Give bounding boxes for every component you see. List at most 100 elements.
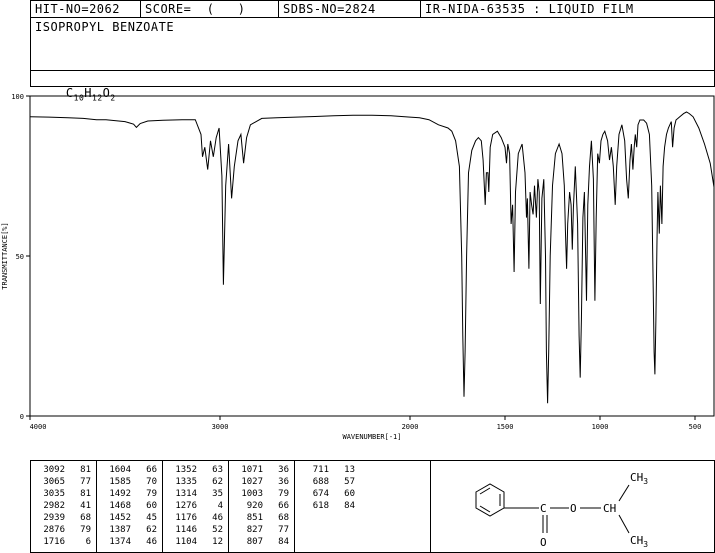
- peak-transmittance: 79: [278, 489, 289, 499]
- bond-ch-ch3-bottom: [618, 514, 630, 534]
- peak-transmittance: 46: [146, 537, 157, 547]
- sdbs-number: SDBS-NO=2824: [279, 1, 421, 18]
- peak-column: 1352 63 1335 62 1314 35 1276 4 1176 46 1146 52 1104 1…: [163, 461, 229, 553]
- benzene-ring: [475, 483, 505, 517]
- peak-transmittance: 79: [146, 489, 157, 499]
- peak-wavenumber: 711: [312, 465, 329, 475]
- peak-transmittance: 70: [146, 477, 157, 487]
- peak-transmittance: 36: [278, 477, 289, 487]
- x-tick-label: 500: [689, 423, 702, 431]
- molecular-formula: C10H12O2: [65, 86, 116, 103]
- peak-wavenumber: 2939: [43, 513, 65, 523]
- score-field: SCORE= ( ): [141, 1, 279, 18]
- carbonyl-oxygen: O: [540, 536, 547, 549]
- y-tick-label: 0: [20, 413, 24, 421]
- peak-wavenumber: 1276: [175, 501, 197, 511]
- peak-wavenumber: 827: [246, 525, 263, 535]
- peak-column: 3092 81 3065 77 3035 81 2982 41 2939 68 2876 79 1716…: [31, 461, 97, 553]
- peak-transmittance: 45: [146, 513, 157, 523]
- ester-oxygen: O: [570, 502, 577, 515]
- peak-wavenumber: 1374: [109, 537, 131, 547]
- peak-column: 1604 66 1585 70 1492 79 1468 60 1452 45 1387 62 1374…: [97, 461, 163, 553]
- peak-wavenumber: 807: [246, 537, 263, 547]
- peak-wavenumber: 1604: [109, 465, 131, 475]
- peak-transmittance: 4: [217, 501, 223, 511]
- peak-transmittance: 6: [85, 537, 91, 547]
- carbonyl-carbon: C: [540, 502, 547, 515]
- peak-wavenumber: 1716: [43, 537, 65, 547]
- x-tick-label: 2000: [402, 423, 419, 431]
- peak-transmittance: 68: [80, 513, 91, 523]
- peak-transmittance: 12: [212, 537, 223, 547]
- ir-spectrum-chart: 0 50 100 4000 3000 2000 1500 1000 500 WAVENUMBE…: [1, 93, 715, 441]
- peak-wavenumber: 2876: [43, 525, 65, 535]
- x-tick-label: 4000: [30, 423, 47, 431]
- peak-transmittance: 52: [212, 525, 223, 535]
- peak-transmittance: 60: [344, 489, 355, 499]
- structure-diagram: C O CH CH3 CH3 O: [475, 471, 648, 549]
- peak-wavenumber: 688: [312, 477, 329, 487]
- peak-table: 3092 81 3065 77 3035 81 2982 41 2939 68 2876 79 1716…: [30, 460, 715, 553]
- y-tick-label: 100: [11, 93, 24, 101]
- peak-transmittance: 63: [212, 465, 223, 475]
- peak-wavenumber: 1071: [241, 465, 263, 475]
- peak-wavenumber: 1314: [175, 489, 197, 499]
- peak-transmittance: 66: [146, 465, 157, 475]
- peak-transmittance: 41: [80, 501, 91, 511]
- peak-column: 711 13 688 57 674 60 618 84: [295, 461, 431, 553]
- peak-transmittance: 77: [278, 525, 289, 535]
- peak-wavenumber: 1585: [109, 477, 131, 487]
- y-axis-label: TRANSMITTANCE[%]: [1, 222, 9, 289]
- peak-wavenumber: 3065: [43, 477, 65, 487]
- peak-transmittance: 35: [212, 489, 223, 499]
- peak-wavenumber: 1335: [175, 477, 197, 487]
- x-tick-label: 3000: [212, 423, 229, 431]
- methine-ch: CH: [603, 502, 616, 515]
- peak-wavenumber: 920: [246, 501, 263, 511]
- peak-transmittance: 77: [80, 477, 91, 487]
- peak-wavenumber: 1492: [109, 489, 131, 499]
- peak-transmittance: 60: [146, 501, 157, 511]
- peak-transmittance: 79: [80, 525, 91, 535]
- peak-transmittance: 84: [278, 537, 289, 547]
- peak-transmittance: 13: [344, 465, 355, 475]
- compound-name: ISOPROPYL BENZOATE: [35, 20, 175, 34]
- peak-wavenumber: 1027: [241, 477, 263, 487]
- x-axis-label: WAVENUMBER[-1]: [342, 433, 401, 441]
- peak-wavenumber: 674: [312, 489, 329, 499]
- x-tick-label: 1000: [592, 423, 609, 431]
- compound-panel: ISOPROPYL BENZOATE C10H12O2: [30, 17, 715, 102]
- peak-wavenumber: 618: [312, 501, 329, 511]
- peak-wavenumber: 1176: [175, 513, 197, 523]
- peak-wavenumber: 1387: [109, 525, 131, 535]
- peak-wavenumber: 2982: [43, 501, 65, 511]
- peak-column: 1071 36 1027 36 1003 79 920 66 851 68 827 77 807 84: [229, 461, 295, 553]
- methyl-top: CH3: [630, 471, 648, 486]
- spectrum-line: [29, 111, 715, 404]
- formula-divider: [31, 70, 714, 71]
- bond-ch-ch3-top: [618, 484, 630, 502]
- methyl-bottom: CH3: [630, 534, 648, 549]
- peak-wavenumber: 1468: [109, 501, 131, 511]
- peak-transmittance: 84: [344, 501, 355, 511]
- peak-transmittance: 68: [278, 513, 289, 523]
- peak-transmittance: 62: [146, 525, 157, 535]
- x-tick-label: 1500: [497, 423, 514, 431]
- peak-wavenumber: 1352: [175, 465, 197, 475]
- peak-transmittance: 66: [278, 501, 289, 511]
- header-bar: HIT-NO=2062 SCORE= ( ) SDBS-NO=2824 IR-N…: [30, 0, 715, 18]
- peak-wavenumber: 1003: [241, 489, 263, 499]
- ir-info: IR-NIDA-63535 : LIQUID FILM: [425, 2, 634, 16]
- y-tick-label: 50: [16, 253, 24, 261]
- peak-wavenumber: 851: [246, 513, 263, 523]
- peak-transmittance: 81: [80, 489, 91, 499]
- peak-wavenumber: 1104: [175, 537, 197, 547]
- peak-transmittance: 62: [212, 477, 223, 487]
- peak-wavenumber: 1146: [175, 525, 197, 535]
- plot-frame: [29, 95, 715, 417]
- peak-wavenumber: 1452: [109, 513, 131, 523]
- peak-wavenumber: 3092: [43, 465, 65, 475]
- peak-wavenumber: 3035: [43, 489, 65, 499]
- hit-number: HIT-NO=2062: [31, 1, 141, 18]
- peak-transmittance: 46: [212, 513, 223, 523]
